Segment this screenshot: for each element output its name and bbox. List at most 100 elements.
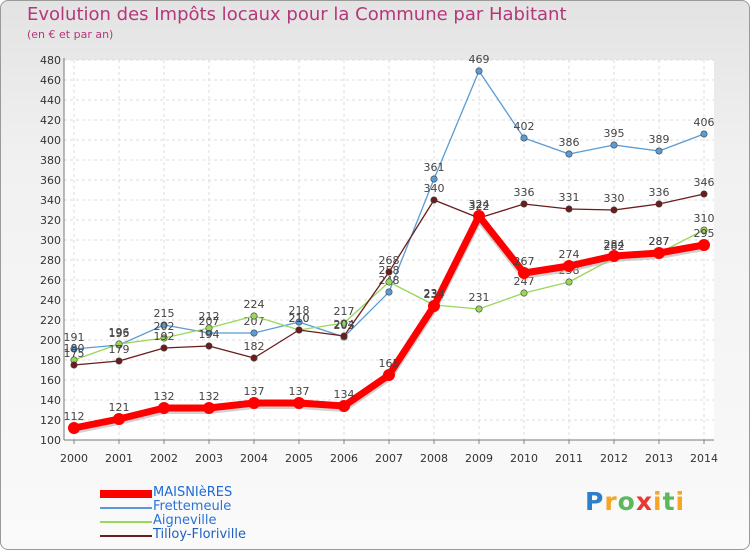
data-label: 217 [334,305,355,318]
y-tick-label: 180 [40,354,61,367]
data-label: 195 [109,327,130,340]
data-label: 395 [604,127,625,140]
y-tick-label: 140 [40,394,61,407]
data-label: 132 [154,390,175,403]
data-label: 287 [649,235,670,248]
proxiti-logo: Proxiti [585,487,685,516]
logo-letter: P [585,487,605,516]
data-point [250,312,258,320]
data-label: 132 [199,390,220,403]
data-point [428,300,440,312]
data-label: 212 [199,310,220,323]
x-tick-label: 2004 [240,452,268,465]
data-label: 295 [694,227,715,240]
data-label: 247 [514,275,535,288]
legend-label: Aigneville [153,513,217,528]
data-point [655,147,663,155]
x-tick-label: 2010 [510,452,538,465]
data-point [385,278,393,286]
data-point [340,332,348,340]
x-tick-label: 2011 [555,452,583,465]
logo-letter: o [617,487,636,516]
data-point [610,141,618,149]
data-point [653,247,665,259]
data-label: 389 [649,133,670,146]
data-label: 215 [154,307,175,320]
data-label: 234 [424,288,445,301]
chart-subtitle: (en € et par an) [27,28,114,41]
y-tick-label: 480 [40,54,61,67]
data-label: 406 [694,116,715,129]
data-point [385,288,393,296]
data-label: 346 [694,176,715,189]
data-label: 287 [649,235,670,248]
data-point [160,321,168,329]
data-label: 469 [469,53,490,66]
data-point [250,354,258,362]
data-point [518,267,530,279]
x-tick-label: 2012 [600,452,628,465]
data-label: 134 [334,388,355,401]
x-tick-label: 2014 [690,452,718,465]
legend-label: Frettemeule [153,499,232,514]
data-label: 386 [559,136,580,149]
y-tick-label: 240 [40,294,61,307]
data-label: 274 [559,248,580,261]
data-label: 210 [289,312,310,325]
data-label: 137 [289,385,310,398]
data-label: 324 [469,198,490,211]
x-tick-label: 2006 [330,452,358,465]
data-label: 175 [64,347,85,360]
data-point [248,397,260,409]
data-point [383,369,395,381]
data-label: 268 [379,254,400,267]
data-point [520,200,528,208]
x-tick-label: 2008 [420,452,448,465]
data-label: 207 [199,315,220,328]
data-point [160,344,168,352]
data-point [115,340,123,348]
data-label: 340 [424,182,445,195]
y-tick-label: 460 [40,74,61,87]
y-tick-label: 300 [40,234,61,247]
logo-letter: i [653,487,663,516]
data-point [700,190,708,198]
y-tick-label: 200 [40,334,61,347]
data-point [160,334,168,342]
data-point [205,342,213,350]
data-point [295,326,303,334]
x-tick-label: 2009 [465,452,493,465]
data-label: 322 [469,200,490,213]
data-label: 218 [289,304,310,317]
logo-letter: r [604,487,618,516]
data-point [563,260,575,272]
data-label: 192 [154,330,175,343]
data-label: 179 [109,343,130,356]
data-label: 196 [109,326,130,339]
data-label: 180 [64,342,85,355]
legend-swatch [100,521,152,523]
data-point [68,422,80,434]
data-point [565,150,573,158]
legend-swatch [100,490,152,498]
data-point [608,250,620,262]
data-label: 330 [604,192,625,205]
data-label: 402 [514,120,535,133]
y-tick-label: 100 [40,434,61,447]
data-label: 310 [694,212,715,225]
data-label: 331 [559,191,580,204]
series-tilloy-floriville: 175 179 192 194 182 210 204 268 340 322 336 331 330 3… [64,176,715,369]
data-point [520,289,528,297]
y-tick-label: 340 [40,194,61,207]
data-point [338,400,350,412]
data-point [430,175,438,183]
data-point [473,210,485,222]
y-tick-label: 360 [40,174,61,187]
data-point [113,413,125,425]
data-point [158,402,170,414]
data-point [475,67,483,75]
data-point [293,397,305,409]
y-tick-label: 380 [40,154,61,167]
legend-label: MAISNIèRES [153,485,233,500]
